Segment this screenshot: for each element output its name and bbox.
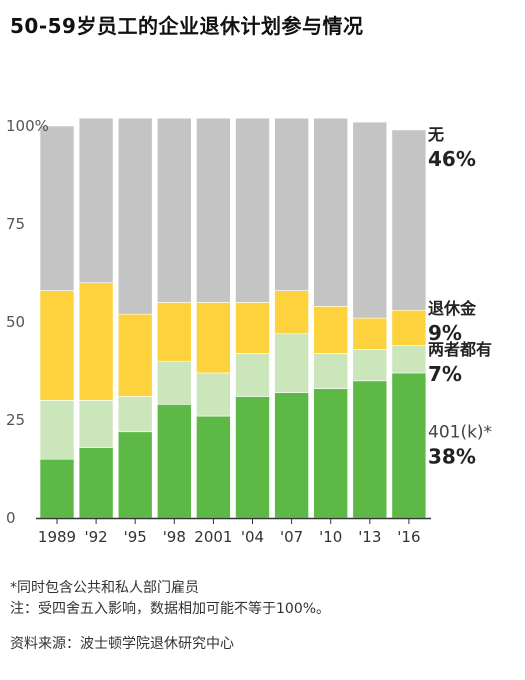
bar-segment-2-1 — [78, 282, 114, 401]
y-tick-label: 100% — [6, 117, 49, 135]
source-note: 资料来源：波士顿学院退休研究中心 — [10, 636, 234, 652]
bar-segment-2-4 — [196, 302, 231, 374]
bar-segment-2-8 — [352, 317, 388, 350]
footnote-scope: *同时包含公共和私人部门雇员 — [10, 580, 199, 596]
bar-segment-2-6 — [274, 290, 309, 335]
bar-segment-1-8 — [352, 349, 388, 382]
bar-segment-0-3 — [157, 404, 192, 519]
bar-segment-1-5 — [235, 353, 270, 397]
bar-segment-3-8 — [352, 121, 388, 319]
bar-segment-3-6 — [274, 117, 309, 291]
bar-segment-0-0 — [39, 458, 75, 519]
bar-segment-3-5 — [235, 117, 270, 303]
bar-segment-2-2 — [117, 313, 153, 397]
footnotes: *同时包含公共和私人部门雇员 注：受四舍五入影响，数据相加可能不等于100%。 … — [10, 578, 330, 655]
legend-series-percent: 38% — [428, 444, 476, 468]
bar-segment-3-2 — [117, 117, 153, 315]
bar-segment-1-0 — [39, 400, 75, 460]
bar-segment-3-1 — [78, 117, 114, 284]
bar-segment-0-9 — [391, 372, 427, 519]
bar-segment-1-9 — [391, 345, 427, 374]
legend-series-name: 401(k)* — [428, 422, 492, 442]
bar-segment-3-4 — [196, 117, 231, 303]
bar-segment-2-9 — [391, 309, 427, 346]
x-tick-label: 2001 — [194, 528, 232, 546]
bar-segment-3-7 — [313, 117, 349, 307]
chart-title: 50-59岁员工的企业退休计划参与情况 — [10, 14, 364, 38]
x-tick-label: '98 — [163, 528, 186, 546]
x-tick-label: 1989 — [38, 528, 76, 546]
bar-segment-1-3 — [157, 360, 192, 405]
bar-segment-0-5 — [235, 396, 270, 519]
bar-segment-1-6 — [274, 333, 309, 393]
bar-segment-0-6 — [274, 392, 309, 519]
x-tick-label: '16 — [397, 528, 420, 546]
bar-segment-0-7 — [313, 388, 349, 519]
bar-segment-3-3 — [157, 117, 192, 303]
x-tick-label: '07 — [280, 528, 303, 546]
bar-segment-1-7 — [313, 353, 349, 389]
x-tick-label: '95 — [124, 528, 147, 546]
bar-segment-3-0 — [39, 125, 75, 291]
x-tick-label: '92 — [84, 528, 107, 546]
y-tick-label: 50 — [6, 313, 25, 331]
legend-series-percent: 7% — [428, 362, 462, 386]
bar-segment-2-3 — [157, 302, 192, 362]
legend-series-name: 退休金 — [428, 299, 477, 318]
y-tick-label: 25 — [6, 411, 25, 429]
legend: 401(k)*38% 两者都有 7% 退休金 9% 无 46% — [427, 125, 492, 468]
legend-series-name: 两者都有 — [428, 340, 492, 359]
legend-series-percent: 46% — [428, 147, 476, 171]
y-tick-label: 0 — [6, 509, 16, 527]
bar-segment-3-9 — [391, 129, 427, 311]
bar-segment-1-4 — [196, 372, 231, 417]
footnote-rounding: 注：受四舍五入影响，数据相加可能不等于100%。 — [10, 601, 331, 617]
bar-segment-2-0 — [39, 290, 75, 401]
bar-segment-0-2 — [117, 431, 153, 519]
legend-series-percent: 9% — [428, 321, 462, 345]
bar-segment-2-7 — [313, 306, 349, 354]
x-tick-label: '13 — [358, 528, 381, 546]
x-tick-label: '10 — [319, 528, 342, 546]
bar-segment-0-8 — [352, 380, 388, 519]
bar-segment-0-1 — [78, 447, 114, 519]
bar-segment-2-5 — [235, 302, 270, 354]
y-tick-label: 75 — [6, 215, 25, 233]
x-axis: 1989 '92 '95 '98 2001 '04 '07 '10 '13 '16 — [38, 518, 421, 546]
y-axis: 0 25 50 75 100% — [6, 117, 431, 527]
x-tick-label: '04 — [241, 528, 264, 546]
bar-segment-1-2 — [117, 396, 153, 433]
bar-segment-1-1 — [78, 400, 114, 448]
bars-layer — [39, 117, 427, 519]
bar-segment-0-4 — [196, 415, 231, 519]
legend-series-name: 无 — [427, 125, 444, 144]
stacked-bar-chart: 0 25 50 75 100% 1989 '92 '95 '98 2001 '04 '07 '10 '1… — [6, 117, 492, 546]
